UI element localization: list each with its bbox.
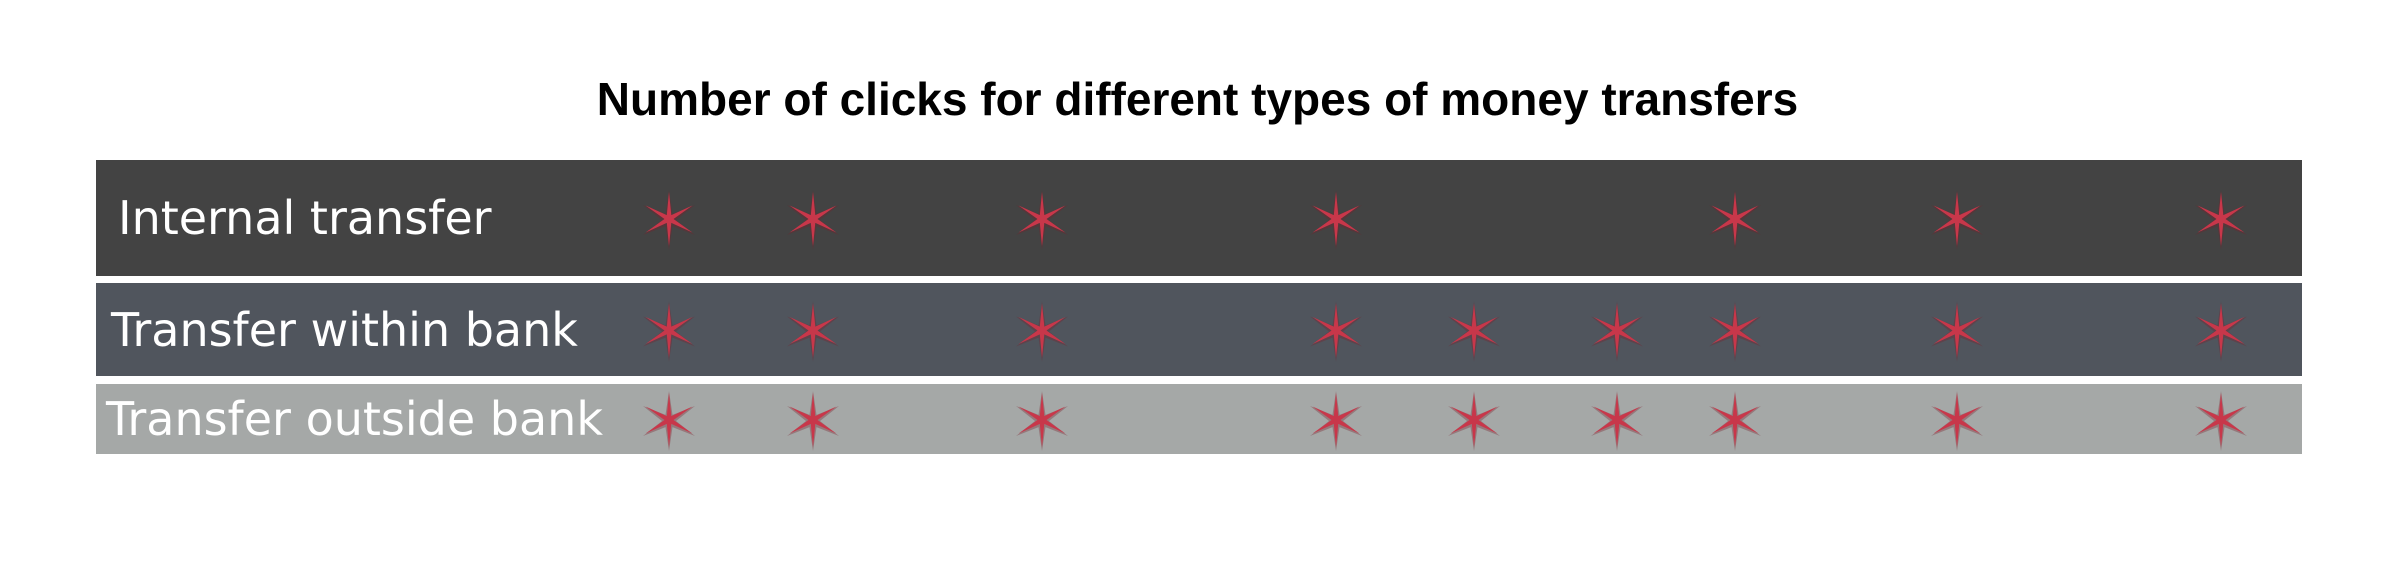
click-markers — [643, 190, 2247, 250]
click-star-marker — [787, 190, 839, 250]
click-markers — [643, 391, 2247, 451]
click-star-marker — [2195, 301, 2247, 362]
row-label: Transfer outside bank — [106, 392, 603, 446]
click-star-marker — [1709, 190, 1761, 250]
click-star-marker — [1709, 391, 1761, 451]
click-star-marker — [2195, 391, 2247, 451]
row-label: Internal transfer — [118, 191, 492, 245]
click-star-marker — [1931, 301, 1983, 362]
click-star-marker — [1310, 391, 1362, 451]
click-star-marker — [1310, 301, 1362, 362]
click-star-marker — [787, 391, 839, 451]
click-star-marker — [1591, 391, 1643, 451]
chart-title: Number of clicks for different types of … — [596, 73, 1799, 125]
row-transfer-outside-bank: Transfer outside bank — [96, 384, 2302, 454]
click-star-marker — [1931, 391, 1983, 451]
click-star-marker — [1448, 391, 1500, 451]
click-star-marker — [643, 391, 695, 451]
click-star-marker — [1448, 301, 1500, 362]
row-internal-transfer: Internal transfer — [96, 160, 2302, 276]
click-star-marker — [787, 301, 839, 362]
click-star-marker — [1931, 190, 1983, 250]
click-star-marker — [1016, 391, 1068, 451]
click-star-marker — [1709, 301, 1761, 362]
click-star-marker — [1016, 190, 1068, 250]
click-star-marker — [1310, 190, 1362, 250]
click-markers — [643, 301, 2247, 362]
click-star-marker — [643, 190, 695, 250]
click-star-marker — [1016, 301, 1068, 362]
row-label: Transfer within bank — [111, 302, 578, 357]
click-star-marker — [1591, 301, 1643, 362]
click-star-marker — [2195, 190, 2247, 250]
click-star-marker — [643, 301, 695, 362]
row-transfer-within-bank: Transfer within bank — [96, 283, 2302, 376]
